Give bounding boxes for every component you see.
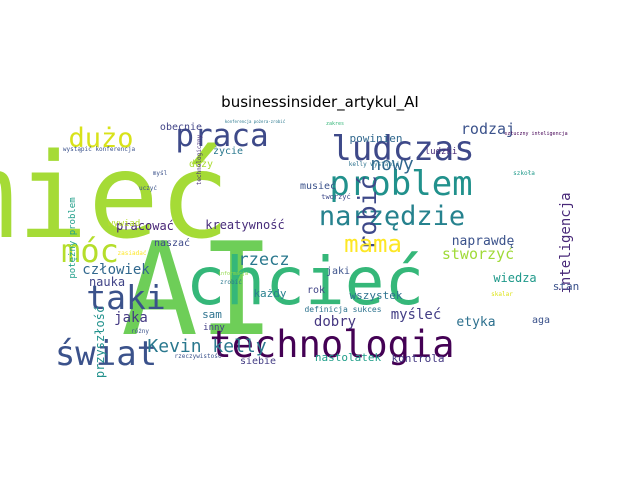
word-53: kelly wystąpić bbox=[349, 161, 400, 168]
word-51: definicja sukces bbox=[304, 305, 381, 314]
word-67: zakres bbox=[326, 121, 344, 127]
word-43: musieć bbox=[300, 180, 336, 192]
word-62: informacja bbox=[218, 271, 248, 277]
word-65: sztuczny inteligencja bbox=[504, 131, 567, 137]
word-61: szkoła bbox=[513, 170, 535, 177]
word-66: konferencja pożera-zrobić bbox=[225, 119, 286, 124]
word-63: rzeczywistość bbox=[175, 353, 222, 360]
word-23: myśleć bbox=[391, 307, 442, 323]
word-57: myśl bbox=[153, 170, 168, 177]
word-45: życie bbox=[213, 146, 243, 157]
word-54: wystąpić konferencja bbox=[63, 146, 136, 153]
word-26: przyszłość bbox=[93, 306, 107, 378]
word-28: kreatywność bbox=[205, 218, 284, 232]
word-52: tworzyć bbox=[321, 193, 351, 201]
word-38: siebie bbox=[240, 356, 276, 367]
word-36: sam bbox=[202, 308, 222, 321]
word-32: nastolatek bbox=[315, 351, 382, 364]
word-59: skalar bbox=[491, 291, 513, 298]
word-21: dobry bbox=[314, 314, 356, 330]
word-11: narzędzie bbox=[319, 201, 465, 232]
word-58: różny bbox=[131, 328, 149, 335]
word-33: wszystek bbox=[350, 289, 403, 302]
word-24: etyka bbox=[456, 315, 495, 330]
word-50: ludzki bbox=[425, 147, 458, 157]
word-40: jaki bbox=[326, 266, 350, 277]
word-41: rok bbox=[307, 285, 325, 296]
word-13: mama bbox=[344, 230, 402, 258]
word-29: nauka bbox=[89, 275, 125, 289]
word-47: potężny problem bbox=[68, 197, 78, 278]
word-60: zrobić bbox=[220, 279, 242, 286]
word-31: kontrola bbox=[392, 352, 445, 365]
word-56: uczyć bbox=[139, 185, 157, 192]
word-42: naszać bbox=[154, 237, 190, 249]
word-17: inteligencja bbox=[558, 192, 574, 293]
word-48: wywiad bbox=[108, 219, 141, 229]
word-22: jaka bbox=[114, 310, 148, 326]
word-64: zasiadać bbox=[118, 250, 147, 257]
word-55: technologiczny bbox=[196, 134, 203, 185]
word-30: wiedza bbox=[493, 271, 536, 285]
word-34: stan bbox=[553, 280, 580, 293]
word-49: inny bbox=[203, 323, 225, 333]
word-35: każdy bbox=[253, 287, 286, 300]
word-16: rzecz bbox=[238, 250, 289, 270]
word-39: aga bbox=[532, 315, 550, 326]
word-25: naprawdę bbox=[452, 234, 515, 249]
word-37: powinien bbox=[350, 132, 403, 145]
word-44: obecnie bbox=[160, 122, 202, 133]
